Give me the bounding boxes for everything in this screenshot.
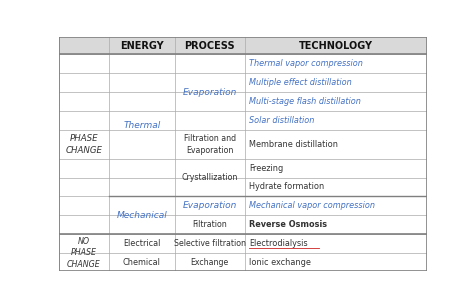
Text: PROCESS: PROCESS [184,41,235,51]
Text: Thermal vapor compression: Thermal vapor compression [249,59,363,68]
Text: Freezing: Freezing [249,163,283,173]
Text: Thermal: Thermal [123,121,161,130]
Text: Solar distillation: Solar distillation [249,116,315,125]
Text: Electrodialysis: Electrodialysis [249,239,308,248]
Text: Evaporation: Evaporation [182,88,237,96]
Text: Evaporation: Evaporation [182,201,237,210]
Text: Exchange: Exchange [191,257,229,267]
Text: Hydrate formation: Hydrate formation [249,182,324,192]
Text: TECHNOLOGY: TECHNOLOGY [299,41,373,51]
Text: PHASE
CHANGE: PHASE CHANGE [65,134,102,155]
Text: Ionic exchange: Ionic exchange [249,257,311,267]
Text: Selective filtration: Selective filtration [174,239,246,248]
Text: Multiple effect distillation: Multiple effect distillation [249,78,352,87]
Text: Crystallization: Crystallization [182,173,238,182]
Text: NO
PHASE
CHANGE: NO PHASE CHANGE [67,237,101,269]
Text: Membrane distillation: Membrane distillation [249,140,338,149]
Text: ENERGY: ENERGY [120,41,164,51]
Text: Electrical: Electrical [123,239,161,248]
Text: Mechanical: Mechanical [117,210,167,220]
Bar [59,37,427,55]
Text: Chemical: Chemical [123,257,161,267]
Text: Reverse Osmosis: Reverse Osmosis [249,220,327,229]
Text: Filtration: Filtration [192,220,227,229]
Text: Mechanical vapor compression: Mechanical vapor compression [249,201,375,210]
Text: Multi-stage flash distillation: Multi-stage flash distillation [249,97,361,106]
Text: Filtration and
Evaporation: Filtration and Evaporation [184,134,236,155]
